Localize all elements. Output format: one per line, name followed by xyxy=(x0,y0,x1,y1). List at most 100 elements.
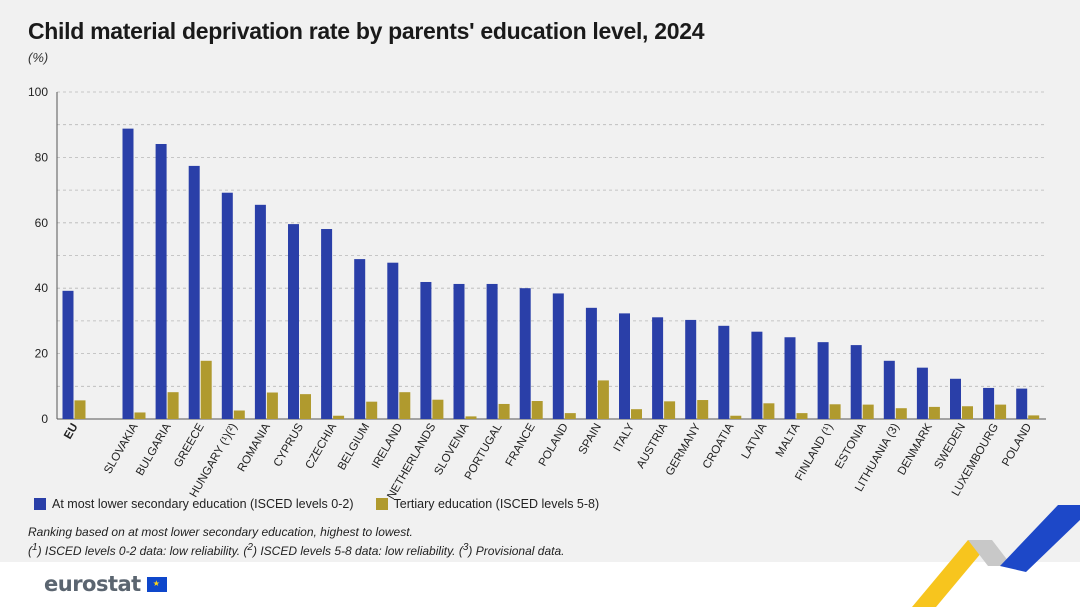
bar-tertiary-19 xyxy=(730,415,742,419)
bar-lower-secondary-15 xyxy=(585,307,597,419)
y-tick-label-4: 80 xyxy=(35,150,49,164)
bar-tertiary-1 xyxy=(134,412,146,419)
footnote-marker-2: 2 xyxy=(247,542,253,553)
legend-label-tertiary: Tertiary education (ISCED levels 5-8) xyxy=(393,497,600,511)
bar-tertiary-27 xyxy=(995,404,1007,419)
bar-tertiary-0 xyxy=(74,400,86,419)
x-tick-label-1: SLOVAKIA xyxy=(102,421,141,476)
x-tick-label-0: EU xyxy=(62,422,80,442)
chart-title: Child material deprivation rate by paren… xyxy=(28,18,705,44)
bar-lower-secondary-13 xyxy=(519,288,531,419)
x-tick-label-20: LATVIA xyxy=(740,421,770,461)
x-tick-label-17: AUSTRIA xyxy=(635,421,670,470)
x-tick-label-13: FRANCE xyxy=(504,421,538,468)
bar-lower-secondary-10 xyxy=(420,281,432,419)
bar-tertiary-20 xyxy=(763,403,775,419)
bar-lower-secondary-3 xyxy=(188,165,200,419)
bar-lower-secondary-26 xyxy=(950,378,961,419)
bar-lower-secondary-20 xyxy=(751,331,763,419)
bar-tertiary-22 xyxy=(829,404,841,419)
legend: At most lower secondary education (ISCED… xyxy=(34,497,599,511)
footnote-text-2: ISCED levels 5-8 data: low reliability. … xyxy=(256,544,463,558)
x-tick-label-19: CROATIA xyxy=(701,421,737,471)
reliability-note: (1) ISCED levels 0-2 data: low reliabili… xyxy=(28,542,565,558)
bar-lower-secondary-25 xyxy=(916,367,928,419)
bar-lower-secondary-6 xyxy=(288,224,299,419)
bar-tertiary-6 xyxy=(300,394,311,419)
bar-lower-secondary-24 xyxy=(883,360,895,419)
bar-tertiary-3 xyxy=(200,360,212,419)
eurostat-logo[interactable]: eurostat xyxy=(44,572,167,596)
bar-tertiary-15 xyxy=(597,380,609,419)
bar-tertiary-21 xyxy=(796,413,808,419)
legend-item-lower-secondary: At most lower secondary education (ISCED… xyxy=(34,497,354,511)
y-tick-label-1: 20 xyxy=(35,347,49,361)
footnote-text-1: ISCED levels 0-2 data: low reliability. … xyxy=(41,544,248,558)
bar-lower-secondary-0 xyxy=(62,290,74,419)
footer xyxy=(0,562,1080,607)
bar-tertiary-28 xyxy=(1028,415,1040,419)
bar-lower-secondary-11 xyxy=(453,283,465,419)
bar-lower-secondary-4 xyxy=(221,192,233,419)
bar-lower-secondary-12 xyxy=(486,283,498,419)
bar-lower-secondary-17 xyxy=(652,317,664,419)
bar-tertiary-23 xyxy=(862,404,874,419)
legend-item-tertiary: Tertiary education (ISCED levels 5-8) xyxy=(375,497,600,511)
bar-lower-secondary-14 xyxy=(552,293,564,419)
y-tick-label-0: 0 xyxy=(41,412,48,426)
logo-text: eurostat xyxy=(44,572,141,596)
chart-panel xyxy=(0,0,1080,562)
x-tick-label-14: POLAND xyxy=(537,422,571,469)
bar-lower-secondary-23 xyxy=(850,345,862,419)
legend-label-lower-secondary: At most lower secondary education (ISCED… xyxy=(52,497,354,511)
bar-lower-secondary-2 xyxy=(155,143,167,420)
x-tick-label-28: POLAND xyxy=(1000,422,1034,469)
bar-lower-secondary-16 xyxy=(619,313,630,419)
x-tick-label-16: ITALY xyxy=(612,421,638,453)
ranking-note: Ranking based on at most lower secondary… xyxy=(28,525,413,539)
x-tick-label-2: BULGARIA xyxy=(134,421,174,478)
bar-tertiary-13 xyxy=(531,401,543,419)
bar-tertiary-9 xyxy=(399,392,411,419)
x-tick-label-23: ESTONIA xyxy=(833,421,869,471)
y-tick-label-2: 40 xyxy=(35,281,49,295)
bar-tertiary-2 xyxy=(167,392,179,419)
footnotes: Ranking based on at most lower secondary… xyxy=(28,524,564,559)
bar-lower-secondary-9 xyxy=(387,262,399,419)
bar-tertiary-8 xyxy=(366,401,378,419)
x-tick-label-26: SWEDEN xyxy=(932,422,968,472)
legend-swatch-lower-secondary xyxy=(34,498,46,510)
bar-lower-secondary-7 xyxy=(321,229,333,419)
x-tick-label-9: IRELAND xyxy=(370,422,405,471)
bar-lower-secondary-27 xyxy=(983,387,995,419)
bar-tertiary-24 xyxy=(895,408,907,419)
x-tick-label-5: ROMANIA xyxy=(236,421,273,474)
x-tick-label-21: MALTA xyxy=(774,421,803,459)
bar-lower-secondary-1 xyxy=(122,128,134,419)
x-tick-label-15: SPAIN xyxy=(577,422,604,457)
bar-tertiary-16 xyxy=(631,409,642,419)
bar-tertiary-17 xyxy=(664,401,676,419)
bar-lower-secondary-22 xyxy=(817,342,829,419)
bar-lower-secondary-19 xyxy=(718,325,730,419)
bar-tertiary-12 xyxy=(498,403,510,419)
bar-lower-secondary-18 xyxy=(685,319,697,419)
x-tick-label-6: CYPRUS xyxy=(272,421,307,469)
eu-flag-icon xyxy=(146,576,167,592)
x-tick-label-8: BELGIUM xyxy=(336,422,372,473)
x-tick-label-3: GREECE xyxy=(172,421,207,469)
bar-lower-secondary-21 xyxy=(784,337,796,419)
y-tick-label-5: 100 xyxy=(28,85,48,99)
chart-subtitle: (%) xyxy=(28,50,49,65)
bar-tertiary-4 xyxy=(233,410,245,419)
x-tick-label-25: DENMARK xyxy=(896,421,935,477)
x-tick-label-18: GERMANY xyxy=(664,421,704,478)
footnote-text-3: Provisional data. xyxy=(472,544,565,558)
footnote-marker-1: 1 xyxy=(32,542,38,553)
bar-tertiary-7 xyxy=(333,415,345,419)
bar-tertiary-25 xyxy=(928,406,940,419)
bar-tertiary-5 xyxy=(266,392,278,419)
bar-lower-secondary-28 xyxy=(1016,388,1028,419)
bar-lower-secondary-5 xyxy=(254,204,266,419)
